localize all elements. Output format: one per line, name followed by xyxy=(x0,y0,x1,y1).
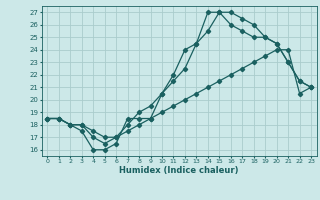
X-axis label: Humidex (Indice chaleur): Humidex (Indice chaleur) xyxy=(119,166,239,175)
